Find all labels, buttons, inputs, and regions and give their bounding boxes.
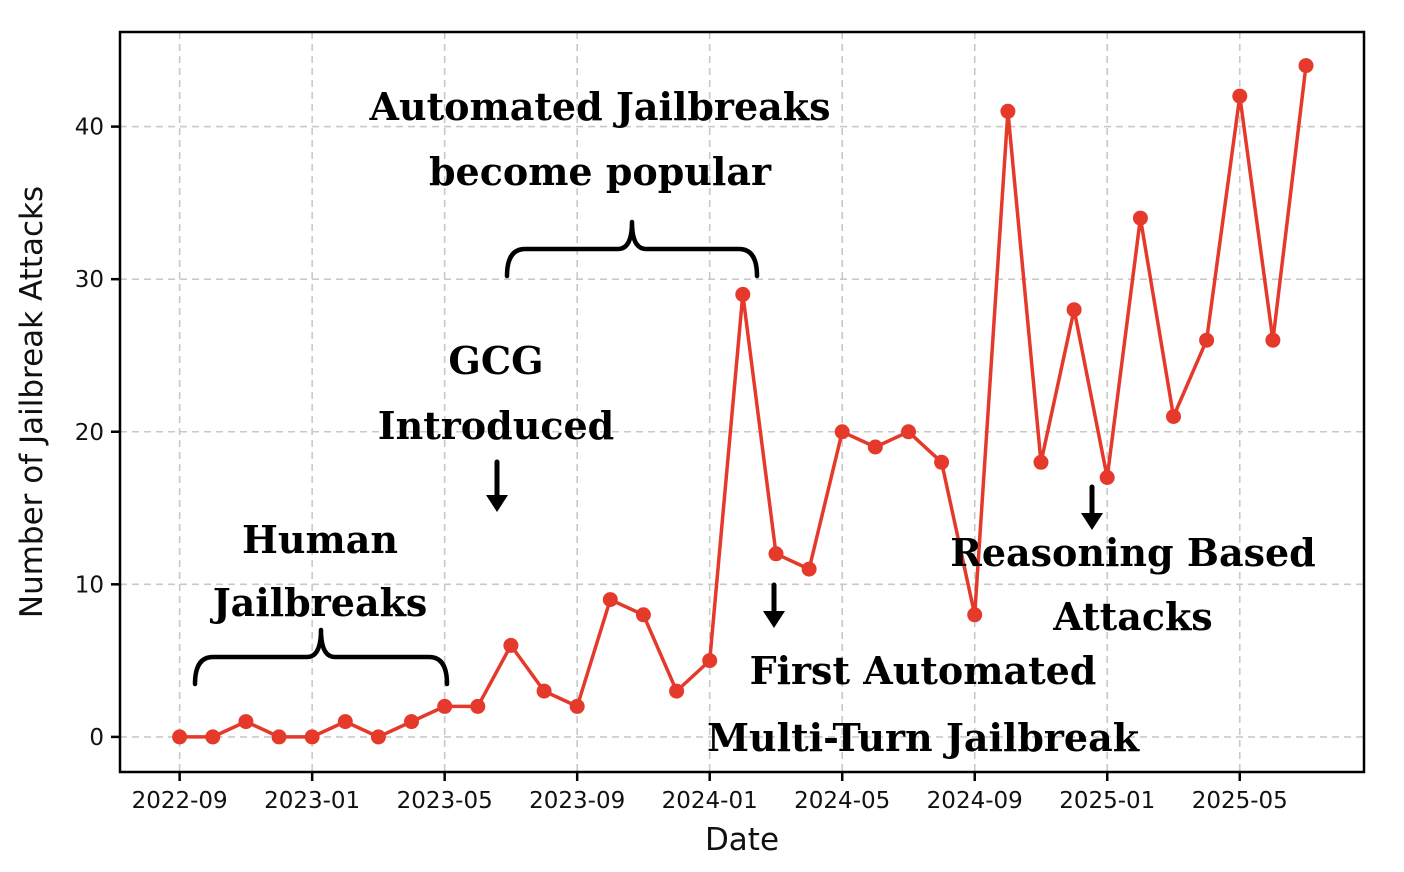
- data-point: [370, 729, 386, 745]
- data-point: [602, 592, 618, 608]
- annotation-gcg-introduced: GCG Introduced: [378, 338, 614, 512]
- data-point: [635, 607, 651, 623]
- data-point: [536, 683, 552, 699]
- axes: 2022-09 2023-01 2023-05 2023-09 2024-01 2024-…: [75, 30, 1366, 814]
- data-point: [1199, 332, 1215, 348]
- plot-border: [118, 30, 1366, 774]
- x-tick-label: 2025-05: [1192, 788, 1288, 814]
- data-point: [768, 546, 784, 562]
- data-point: [1066, 302, 1082, 318]
- x-tick-label: 2023-05: [397, 788, 493, 814]
- data-point: [1232, 88, 1248, 104]
- annotation-text: Automated Jailbreaks: [369, 84, 831, 129]
- data-point: [1033, 454, 1049, 470]
- annotation-text: First Automated: [750, 648, 1097, 693]
- data-point: [934, 454, 950, 470]
- down-arrow-icon: [763, 611, 785, 628]
- annotation-text: Human: [242, 517, 398, 562]
- annotation-reasoning-based: Reasoning Based Attacks: [950, 484, 1316, 639]
- annotation-text: Reasoning Based: [950, 530, 1316, 575]
- x-tick-label: 2023-09: [529, 788, 625, 814]
- y-tick-label: 10: [75, 572, 104, 598]
- data-point: [470, 698, 486, 714]
- data-point: [967, 607, 983, 623]
- down-arrow-icon: [486, 495, 508, 512]
- data-point: [337, 714, 353, 730]
- data-point: [1298, 58, 1314, 74]
- data-point: [1265, 332, 1281, 348]
- x-tick-label: 2022-09: [132, 788, 228, 814]
- data-point: [238, 714, 254, 730]
- data-point: [901, 424, 916, 440]
- y-tick-label: 0: [89, 725, 104, 751]
- x-axis-label: Date: [705, 822, 779, 858]
- data-point: [404, 714, 419, 730]
- data-point: [569, 698, 585, 714]
- x-tick-label: 2025-01: [1059, 788, 1155, 814]
- data-point: [867, 439, 883, 455]
- data-point: [1166, 409, 1181, 424]
- annotations: Human Jailbreaks GCG Introduced Automated Ja…: [192, 84, 1316, 760]
- brace-shape: [504, 219, 760, 279]
- annotation-first-automated-multiturn: First Automated Multi-Turn Jailbreak: [707, 582, 1140, 760]
- annotation-text: Attacks: [1052, 594, 1212, 639]
- data-point: [834, 424, 850, 440]
- annotation-text: become popular: [429, 149, 772, 194]
- annotation-text: GCG: [448, 338, 543, 383]
- x-tick-label: 2024-09: [927, 788, 1023, 814]
- data-point: [172, 729, 188, 745]
- gridlines: [120, 32, 1364, 772]
- annotation-automated-jailbreaks: Automated Jailbreaks become popular: [369, 84, 831, 279]
- annotation-text: Introduced: [378, 403, 614, 448]
- data-point: [735, 286, 751, 302]
- data-point: [669, 683, 685, 699]
- data-point: [702, 653, 718, 669]
- annotation-text: Multi-Turn Jailbreak: [707, 715, 1140, 760]
- data-point: [205, 729, 221, 745]
- data-point: [1132, 210, 1148, 226]
- data-point: [503, 637, 519, 653]
- data-point: [304, 729, 320, 745]
- y-tick-label: 40: [75, 115, 104, 141]
- annotation-human-jailbreaks: Human Jailbreaks: [192, 517, 450, 687]
- annotation-text: Jailbreaks: [210, 580, 428, 625]
- line-series: [172, 58, 1314, 745]
- data-point: [271, 729, 287, 745]
- y-axis-label: Number of Jailbreak Attacks: [14, 186, 50, 618]
- data-point: [801, 561, 817, 577]
- y-tick-label: 20: [75, 420, 104, 446]
- data-point: [437, 698, 453, 714]
- x-tick-label: 2024-01: [662, 788, 758, 814]
- x-tick-label: 2023-01: [264, 788, 360, 814]
- data-point: [1000, 103, 1016, 119]
- x-tick-label: 2024-05: [794, 788, 890, 814]
- data-point: [1099, 470, 1115, 485]
- y-tick-label: 30: [75, 267, 104, 293]
- brace-shape: [192, 627, 450, 687]
- down-arrow-icon: [1081, 513, 1103, 530]
